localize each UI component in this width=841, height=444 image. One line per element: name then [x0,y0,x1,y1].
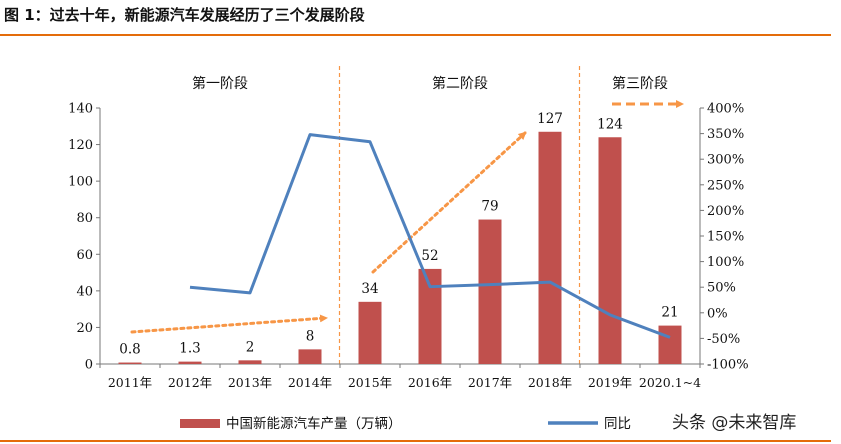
bar-data-label: 124 [597,116,623,132]
figure-title: 图 1：过去十年，新能源汽车发展经历了三个发展阶段 [4,6,365,24]
bar [478,219,502,364]
y-left-tick-label: 120 [68,138,93,153]
x-tick-label: 2018年 [528,375,572,390]
legend-label-line: 同比 [604,416,631,432]
legend-swatch-bar [180,419,220,428]
bar-data-label: 52 [421,248,438,264]
y-right-tick-label: 100% [707,255,744,270]
bar [418,268,442,364]
y-left-tick-label: 0 [85,358,93,373]
y-right-tick-label: 150% [707,230,744,245]
bar [358,301,382,364]
y-right-tick-label: 300% [707,153,744,168]
watermark: 头条 @未来智库 [672,413,797,433]
bar [538,131,562,364]
bar-data-label: 79 [481,199,498,215]
bar-data-label: 1.3 [179,341,200,357]
y-right-tick-label: -50% [707,332,740,347]
x-tick-label: 2017年 [468,375,512,390]
y-left-tick-label: 100 [68,175,93,190]
title-rule [0,34,831,36]
bar-data-label: 2 [246,339,255,355]
stage-label: 第一阶段 [192,75,248,92]
trend-arrow-stage2 [371,131,527,274]
bar [118,362,142,364]
stage-label: 第二阶段 [432,75,488,92]
y-right-tick-label: 200% [707,204,744,219]
bar [658,325,682,364]
bar-data-label: 0.8 [119,342,140,358]
bar [178,361,202,364]
x-tick-label: 2012年 [168,375,212,390]
y-left-tick-label: 40 [76,284,93,299]
bar-data-label: 127 [537,111,563,127]
x-tick-label: 2020.1~4 [639,375,701,390]
x-tick-label: 2014年 [288,375,332,390]
stage-label: 第三阶段 [612,75,668,92]
bottom-rule [0,440,831,442]
bar-data-label: 8 [306,328,315,344]
y-right-tick-label: 400% [707,102,744,117]
x-tick-label: 2016年 [408,375,452,390]
y-right-tick-label: 50% [707,281,736,296]
bar-data-label: 34 [361,281,378,297]
bar [598,137,622,364]
y-right-tick-label: 0% [707,306,728,321]
y-left-tick-label: 80 [76,211,93,226]
x-tick-label: 2019年 [588,375,632,390]
y-right-tick-label: -100% [707,358,749,373]
legend-label-bar: 中国新能源汽车产量（万辆） [226,415,402,432]
x-tick-label: 2011年 [108,375,152,390]
x-tick-label: 2013年 [228,375,272,390]
bar [238,360,262,364]
yoy-line [189,133,671,339]
trend-arrow-stage1 [130,314,328,334]
x-tick-label: 2015年 [348,375,392,390]
y-right-tick-label: 350% [707,127,744,142]
y-right-tick-label: 250% [707,178,744,193]
y-left-tick-label: 60 [76,248,93,263]
y-left-tick-label: 20 [76,321,93,336]
bar [298,349,322,364]
y-left-tick-label: 140 [68,102,93,117]
bar-data-label: 21 [661,305,678,321]
